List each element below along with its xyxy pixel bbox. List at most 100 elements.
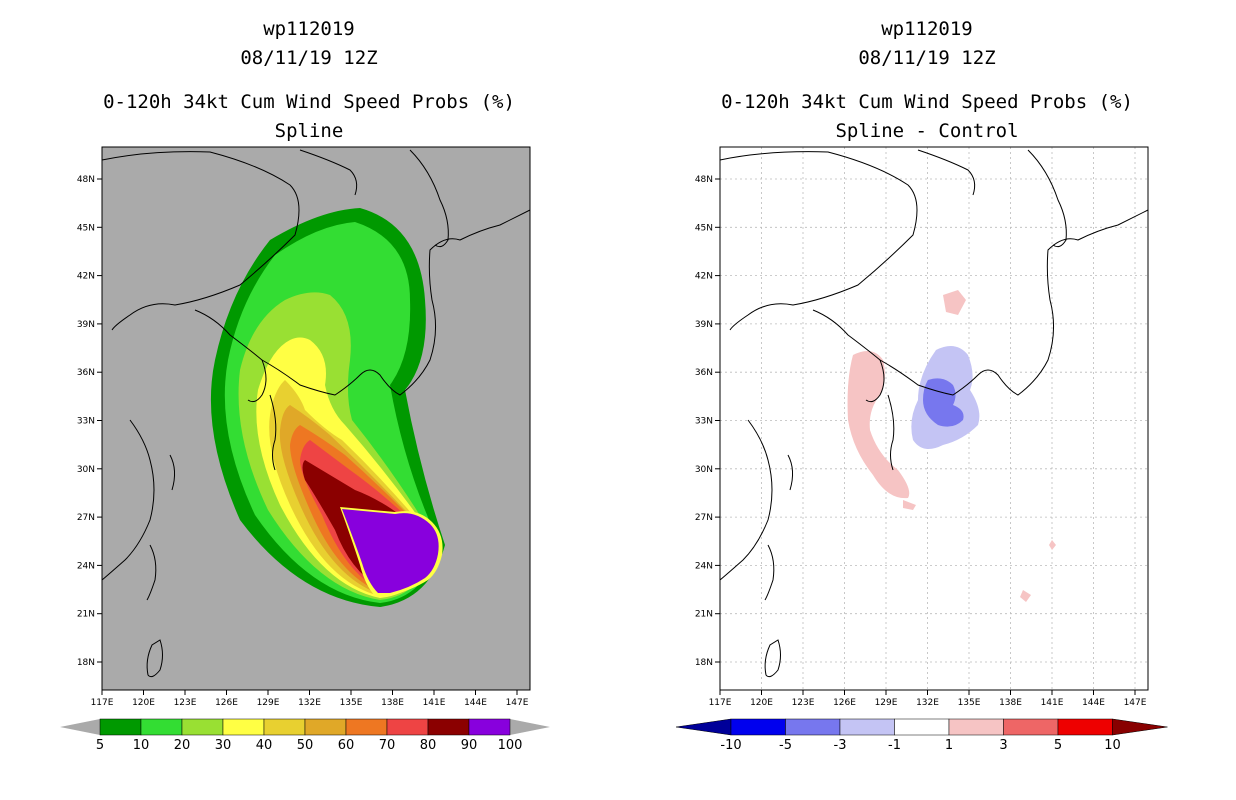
colorbar-swatch bbox=[222, 718, 265, 736]
coastlines bbox=[101, 149, 531, 678]
colorbar-swatch bbox=[730, 718, 786, 736]
lat-axis: 48N 45N 42N 39N 36N 33N 30N 27N 24N 21N 18N bbox=[695, 175, 720, 668]
colorbar-swatch bbox=[894, 718, 950, 736]
lon-tick-label: 144E bbox=[1082, 698, 1105, 708]
lon-tick-label: 120E bbox=[132, 698, 155, 708]
lon-tick-label: 120E bbox=[750, 698, 773, 708]
lon-tick-label: 129E bbox=[875, 698, 898, 708]
map-svg: 48N 45N 42N 39N 36N 33N 30N 27N 24N 21N 18N 117E 12… bbox=[60, 146, 550, 753]
colorbar-label: 80 bbox=[420, 738, 437, 753]
colorbar-label: 1 bbox=[945, 738, 953, 753]
lon-tick-label: 147E bbox=[1124, 698, 1147, 708]
lat-tick-label: 39N bbox=[695, 320, 713, 330]
colorbar-low-arrow bbox=[675, 718, 732, 736]
colorbar-swatch bbox=[304, 718, 347, 736]
colorbar-swatch bbox=[345, 718, 388, 736]
lon-tick-label: 132E bbox=[916, 698, 939, 708]
colorbar-low-arrow bbox=[60, 719, 100, 735]
diff-positive-west bbox=[847, 351, 910, 499]
lat-tick-label: 45N bbox=[695, 223, 713, 233]
colorbar-label: 5 bbox=[1054, 738, 1062, 753]
colorbar-label: 10 bbox=[133, 738, 150, 753]
lon-tick-label: 132E bbox=[298, 698, 321, 708]
lat-tick-label: 24N bbox=[77, 561, 95, 571]
lon-tick-label: 117E bbox=[91, 698, 114, 708]
colorbar-label: -3 bbox=[834, 738, 847, 753]
colorbar-label: 90 bbox=[461, 738, 478, 753]
colorbar-label: 40 bbox=[256, 738, 273, 753]
lon-tick-label: 147E bbox=[506, 698, 529, 708]
lon-tick-label: 126E bbox=[833, 698, 856, 708]
lon-tick-label: 123E bbox=[174, 698, 197, 708]
lat-tick-label: 36N bbox=[77, 368, 95, 378]
colorbar-label: 100 bbox=[498, 738, 523, 753]
colorbar-swatch bbox=[99, 718, 142, 736]
lon-tick-label: 141E bbox=[1041, 698, 1064, 708]
plot-subtitle: Spline - Control bbox=[835, 120, 1019, 142]
colorbar-swatch bbox=[386, 718, 429, 736]
lat-tick-label: 39N bbox=[77, 320, 95, 330]
lon-tick-label: 117E bbox=[709, 698, 732, 708]
diff-positive-small bbox=[903, 500, 916, 510]
lat-tick-label: 27N bbox=[77, 513, 95, 523]
lon-tick-label: 129E bbox=[257, 698, 280, 708]
panel-spline-minus-control: wp112019 08/11/19 12Z 0-120h 34kt Cum Wi… bbox=[618, 0, 1236, 800]
colorbar-label: -1 bbox=[888, 738, 901, 753]
diff-positive-north bbox=[943, 290, 966, 315]
lat-tick-label: 21N bbox=[695, 610, 713, 620]
lat-tick-label: 33N bbox=[695, 417, 713, 427]
lat-tick-label: 36N bbox=[695, 368, 713, 378]
lon-tick-label: 138E bbox=[999, 698, 1022, 708]
lat-tick-label: 27N bbox=[695, 513, 713, 523]
colorbar-high-arrow bbox=[510, 719, 550, 735]
colorbar-swatch bbox=[468, 718, 511, 736]
lat-tick-label: 42N bbox=[695, 272, 713, 282]
diff-positive-east bbox=[1020, 590, 1031, 602]
lat-tick-label: 18N bbox=[695, 658, 713, 668]
lat-tick-label: 30N bbox=[77, 465, 95, 475]
colorbar-swatch bbox=[1003, 718, 1059, 736]
colorbar-swatch bbox=[140, 718, 183, 736]
colorbar: 5 10 20 30 40 50 60 70 80 90 100 bbox=[60, 718, 550, 753]
lon-tick-label: 126E bbox=[215, 698, 238, 708]
lat-tick-label: 18N bbox=[77, 658, 95, 668]
lat-tick-label: 48N bbox=[77, 175, 95, 185]
colorbar-swatch bbox=[427, 718, 470, 736]
contour-100 bbox=[342, 509, 439, 593]
lat-tick-label: 30N bbox=[695, 465, 713, 475]
map-frame bbox=[101, 146, 531, 691]
lon-tick-label: 123E bbox=[792, 698, 815, 708]
coastlines bbox=[719, 149, 1149, 678]
lat-tick-label: 42N bbox=[77, 272, 95, 282]
colorbar-label: 5 bbox=[96, 738, 104, 753]
lat-axis: 48N 45N 42N 39N 36N 33N 30N 27N 24N 21N 18N bbox=[77, 175, 102, 668]
colorbar-label: 3 bbox=[999, 738, 1007, 753]
colorbar-high-arrow bbox=[1112, 718, 1168, 736]
plot-title: 0-120h 34kt Cum Wind Speed Probs (%) bbox=[103, 91, 515, 113]
lon-tick-label: 141E bbox=[423, 698, 446, 708]
lat-tick-label: 24N bbox=[695, 561, 713, 571]
lon-axis: 117E 120E 123E 126E 129E 132E 135E 138E 141E 144E… bbox=[709, 690, 1147, 708]
panel-spline: wp112019 08/11/19 12Z 0-120h 34kt Cum Wi… bbox=[60, 18, 550, 753]
diff-positive-dot bbox=[1049, 540, 1056, 550]
lon-tick-label: 135E bbox=[340, 698, 363, 708]
colorbar-label: 50 bbox=[297, 738, 314, 753]
lon-tick-label: 144E bbox=[464, 698, 487, 708]
colorbar-label: 10 bbox=[1104, 738, 1121, 753]
colorbar-label: -5 bbox=[779, 738, 792, 753]
lat-tick-label: 21N bbox=[77, 610, 95, 620]
colorbar-label: -10 bbox=[720, 738, 741, 753]
colorbar-swatch bbox=[785, 718, 841, 736]
colorbar-label: 60 bbox=[338, 738, 355, 753]
plot-subtitle: Spline bbox=[274, 120, 344, 142]
colorbar-swatch bbox=[1057, 718, 1113, 736]
colorbar-swatch bbox=[948, 718, 1004, 736]
colorbar-swatch bbox=[263, 718, 306, 736]
map-svg: 48N 45N 42N 39N 36N 33N 30N 27N 24N 21N 18N 117E 12… bbox=[675, 146, 1168, 753]
plot-title: 0-120h 34kt Cum Wind Speed Probs (%) bbox=[721, 91, 1133, 113]
lat-tick-label: 48N bbox=[695, 175, 713, 185]
colorbar: -10 -5 -3 -1 1 3 5 10 bbox=[675, 718, 1168, 753]
colorbar-label: 30 bbox=[215, 738, 232, 753]
probability-contours bbox=[210, 208, 445, 607]
lon-tick-label: 135E bbox=[958, 698, 981, 708]
